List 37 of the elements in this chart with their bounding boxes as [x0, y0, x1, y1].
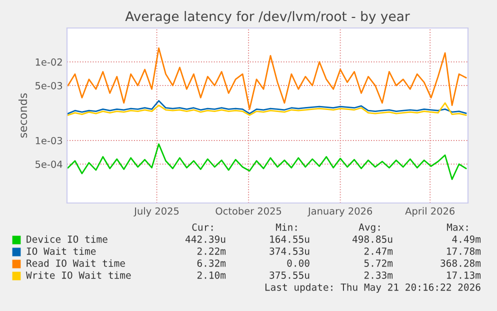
chart-title: Average latency for /dev/lvm/root - by year [125, 11, 410, 24]
text: Avg: [358, 224, 380, 233]
text: 375.55u [270, 271, 310, 279]
text: 498.85u [352, 235, 392, 243]
text: 374.53u [270, 247, 310, 255]
legend-label: IO Wait time [26, 247, 96, 255]
y-tick-label: 5e-04 [36, 160, 62, 168]
text: 442.39u [186, 235, 226, 243]
x-tick-label: October 2025 [216, 207, 282, 215]
legend-label: Write IO Wait time [26, 271, 131, 279]
y-tick-label: 5e-03 [36, 82, 62, 90]
y-tick-label: 1e-02 [36, 58, 62, 66]
text: 17.13m [447, 271, 481, 279]
text: 2.10m [197, 271, 226, 279]
text: Max: [446, 224, 468, 231]
x-tick-label: April 2026 [405, 207, 455, 217]
text: 6.32m [197, 259, 226, 267]
text: 2.22m [197, 247, 226, 255]
text: 0.00 [287, 259, 310, 267]
y-axis-title: seconds [18, 93, 28, 138]
x-tick-label: July 2025 [134, 207, 179, 217]
line-series [67, 143, 467, 180]
text: Last update: Thu May 21 20:16:22 2026 [265, 283, 480, 293]
text: 4.49m [452, 235, 481, 243]
text: 164.55u [270, 235, 310, 243]
legend-label: Read IO Wait time [26, 259, 125, 267]
legend-label: Device IO time [26, 235, 108, 243]
text: Min: [276, 223, 297, 231]
y-tick-label: 1e-03 [36, 136, 62, 144]
text: 17.78m [447, 247, 481, 255]
text: 5.72m [364, 259, 393, 267]
line-series [67, 47, 467, 110]
text: 368.28m [440, 259, 481, 267]
x-tick-label: January 2026 [307, 207, 372, 217]
text: 2.47m [364, 247, 393, 255]
text: 2.33m [364, 271, 393, 279]
text: Cur: [192, 223, 213, 231]
